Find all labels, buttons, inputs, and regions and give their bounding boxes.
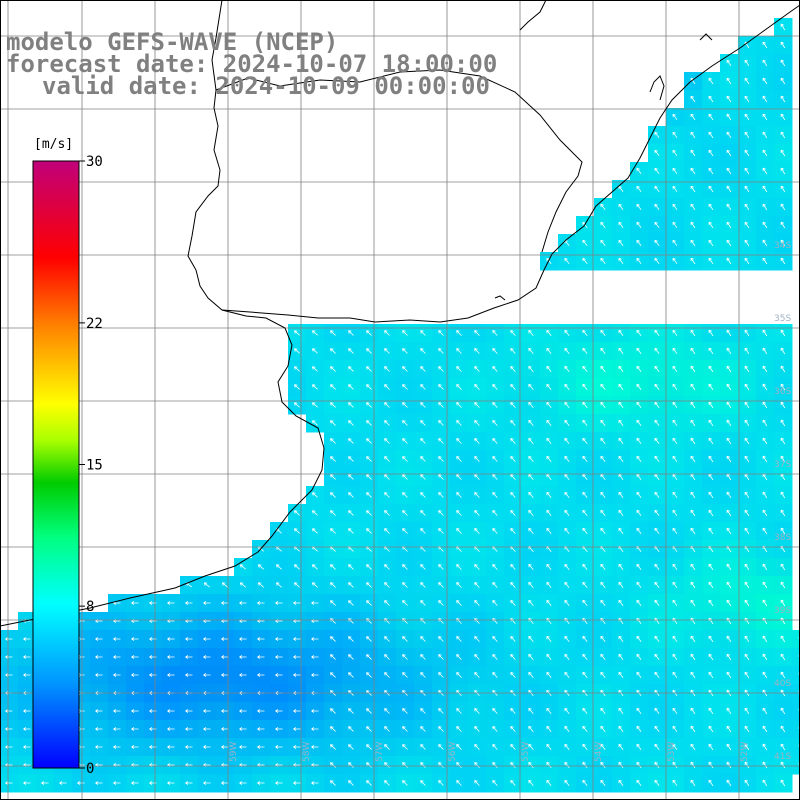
colorbar-unit: [m/s] xyxy=(34,137,73,152)
latitude-label: 37S xyxy=(774,460,791,470)
latitude-label: 40S xyxy=(774,679,791,689)
longitude-labels: 59W 58W 57W 56W 55W 54W 53W 52W xyxy=(229,742,750,762)
latitude-label: 34S xyxy=(774,241,791,251)
longitude-label: 57W xyxy=(375,742,385,762)
longitude-label: 53W xyxy=(667,742,677,762)
colorbar: [m/s] 30 22 15 8 0 xyxy=(32,137,103,777)
colorbar-tick-label: 22 xyxy=(86,316,103,332)
title-line-2: forecast date: 2024-10-07 18:00:00 xyxy=(6,50,497,78)
latitude-label: 41S xyxy=(774,752,791,762)
colorbar-tick-label: 30 xyxy=(86,154,103,170)
latitude-label: 36S xyxy=(774,387,791,397)
longitude-label: 55W xyxy=(521,742,531,762)
colorbar-tick-label: 15 xyxy=(86,458,103,474)
title-line-3: valid date: 2024-10-09 00:00:00 xyxy=(42,72,490,100)
longitude-label: 58W xyxy=(302,742,312,762)
longitude-label: 59W xyxy=(229,742,239,762)
colorbar-gradient xyxy=(32,160,80,769)
latitude-label: 39S xyxy=(774,606,791,616)
latitude-label: 38S xyxy=(774,533,791,543)
latitude-labels: 34S 35S 36S 37S 38S 39S 40S 41S xyxy=(774,241,791,762)
longitude-label: 54W xyxy=(594,742,604,762)
coastline xyxy=(0,0,800,627)
colorbar-tick-label: 8 xyxy=(86,599,94,615)
colorbar-tick-label: 0 xyxy=(86,761,94,777)
longitude-label: 56W xyxy=(448,742,458,762)
latitude-label: 35S xyxy=(774,314,791,324)
title-line-1: modelo GEFS-WAVE (NCEP) xyxy=(6,28,338,56)
longitude-label: 52W xyxy=(740,742,750,762)
